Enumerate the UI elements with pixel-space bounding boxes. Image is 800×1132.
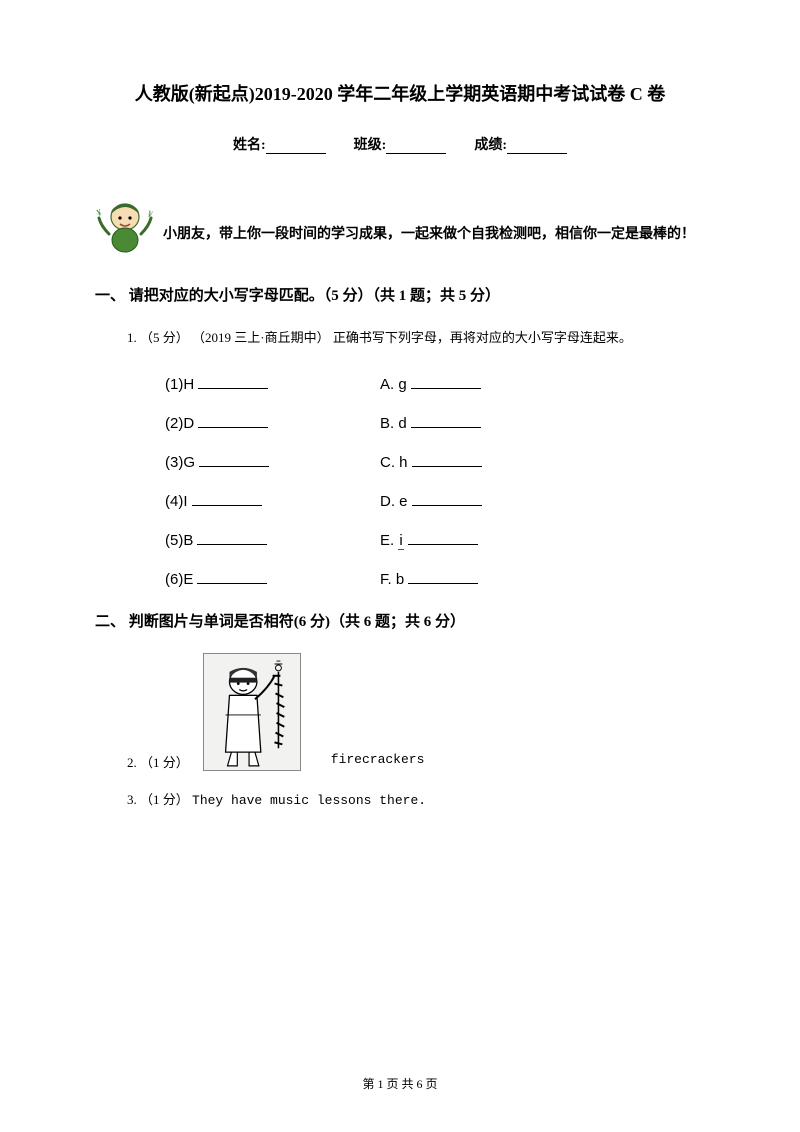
match-blank[interactable] <box>199 455 269 467</box>
match-blank[interactable] <box>192 494 262 506</box>
q1-intro: 1. （5 分） （2019 三上·商丘期中） 正确书写下列字母，再将对应的大小… <box>127 327 705 346</box>
section2-title: 二、 判断图片与单词是否相符(6 分)（共 6 题；共 6 分） <box>95 610 705 631</box>
match-blank[interactable] <box>198 416 268 428</box>
match-row: (3)G C. h <box>165 454 705 471</box>
match-right-label: B. d <box>380 415 407 432</box>
match-right-label: C. h <box>380 454 408 471</box>
q3-label: 3. （1 分） <box>127 792 192 807</box>
svg-text:¥: ¥ <box>95 207 103 218</box>
match-blank[interactable] <box>411 416 481 428</box>
match-row: (4)I D. e <box>165 493 705 510</box>
match-blank[interactable] <box>412 494 482 506</box>
match-left-label: (6)E <box>165 571 193 588</box>
intro-text: 小朋友，带上你一段时间的学习成果，一起来做个自我检测吧，相信你一定是最棒的！ <box>163 224 695 254</box>
match-left-label: (3)G <box>165 454 195 471</box>
match-blank[interactable] <box>198 377 268 389</box>
score-blank[interactable] <box>507 140 567 154</box>
match-left-label: (5)B <box>165 532 193 549</box>
q2-row: 2. （1 分） firecrackers <box>127 653 705 771</box>
q2-label: 2. （1 分） <box>127 752 189 771</box>
match-blank[interactable] <box>408 533 478 545</box>
match-row: (6)E F. b <box>165 571 705 588</box>
match-row: (1)H A. g <box>165 376 705 393</box>
firecrackers-image <box>203 653 301 771</box>
match-right-label: A. g <box>380 376 407 393</box>
match-table: (1)H A. g (2)D B. d (3)G C. h (4)I D. e … <box>165 376 705 588</box>
match-row: (2)D B. d <box>165 415 705 432</box>
match-blank[interactable] <box>412 455 482 467</box>
q3-row: 3. （1 分） They have music lessons there. <box>127 789 705 808</box>
name-label: 姓名: <box>233 138 266 153</box>
q3-text: They have music lessons there. <box>192 793 426 808</box>
match-blank[interactable] <box>408 572 478 584</box>
score-label: 成绩: <box>474 138 507 153</box>
class-blank[interactable] <box>386 140 446 154</box>
match-right-label: E. <box>380 532 398 549</box>
section1-title: 一、 请把对应的大小写字母匹配。（5 分）（共 1 题；共 5 分） <box>95 284 705 305</box>
match-right-label: F. b <box>380 571 404 588</box>
mascot-icon: ¥ ¥ <box>95 194 155 254</box>
page-title: 人教版(新起点)2019-2020 学年二年级上学期英语期中考试试卷 C 卷 <box>95 80 705 106</box>
class-label: 班级: <box>354 138 387 153</box>
match-left-label: (2)D <box>165 415 194 432</box>
match-row: (5)B E. i <box>165 532 705 549</box>
match-blank[interactable] <box>411 377 481 389</box>
student-info-row: 姓名: 班级: 成绩: <box>95 134 705 154</box>
svg-text:¥: ¥ <box>146 208 154 219</box>
match-blank[interactable] <box>197 533 267 545</box>
q2-word: firecrackers <box>331 752 425 771</box>
match-left-label: (1)H <box>165 376 194 393</box>
intro-row: ¥ ¥ 小朋友，带上你一段时间的学习成果，一起来做个自我检测吧，相信你一定是最棒… <box>95 194 705 254</box>
underlined-i: i <box>398 532 403 550</box>
match-right-label: D. e <box>380 493 408 510</box>
match-blank[interactable] <box>197 572 267 584</box>
page-footer: 第 1 页 共 6 页 <box>0 1075 800 1092</box>
match-left-label: (4)I <box>165 493 188 510</box>
name-blank[interactable] <box>266 140 326 154</box>
